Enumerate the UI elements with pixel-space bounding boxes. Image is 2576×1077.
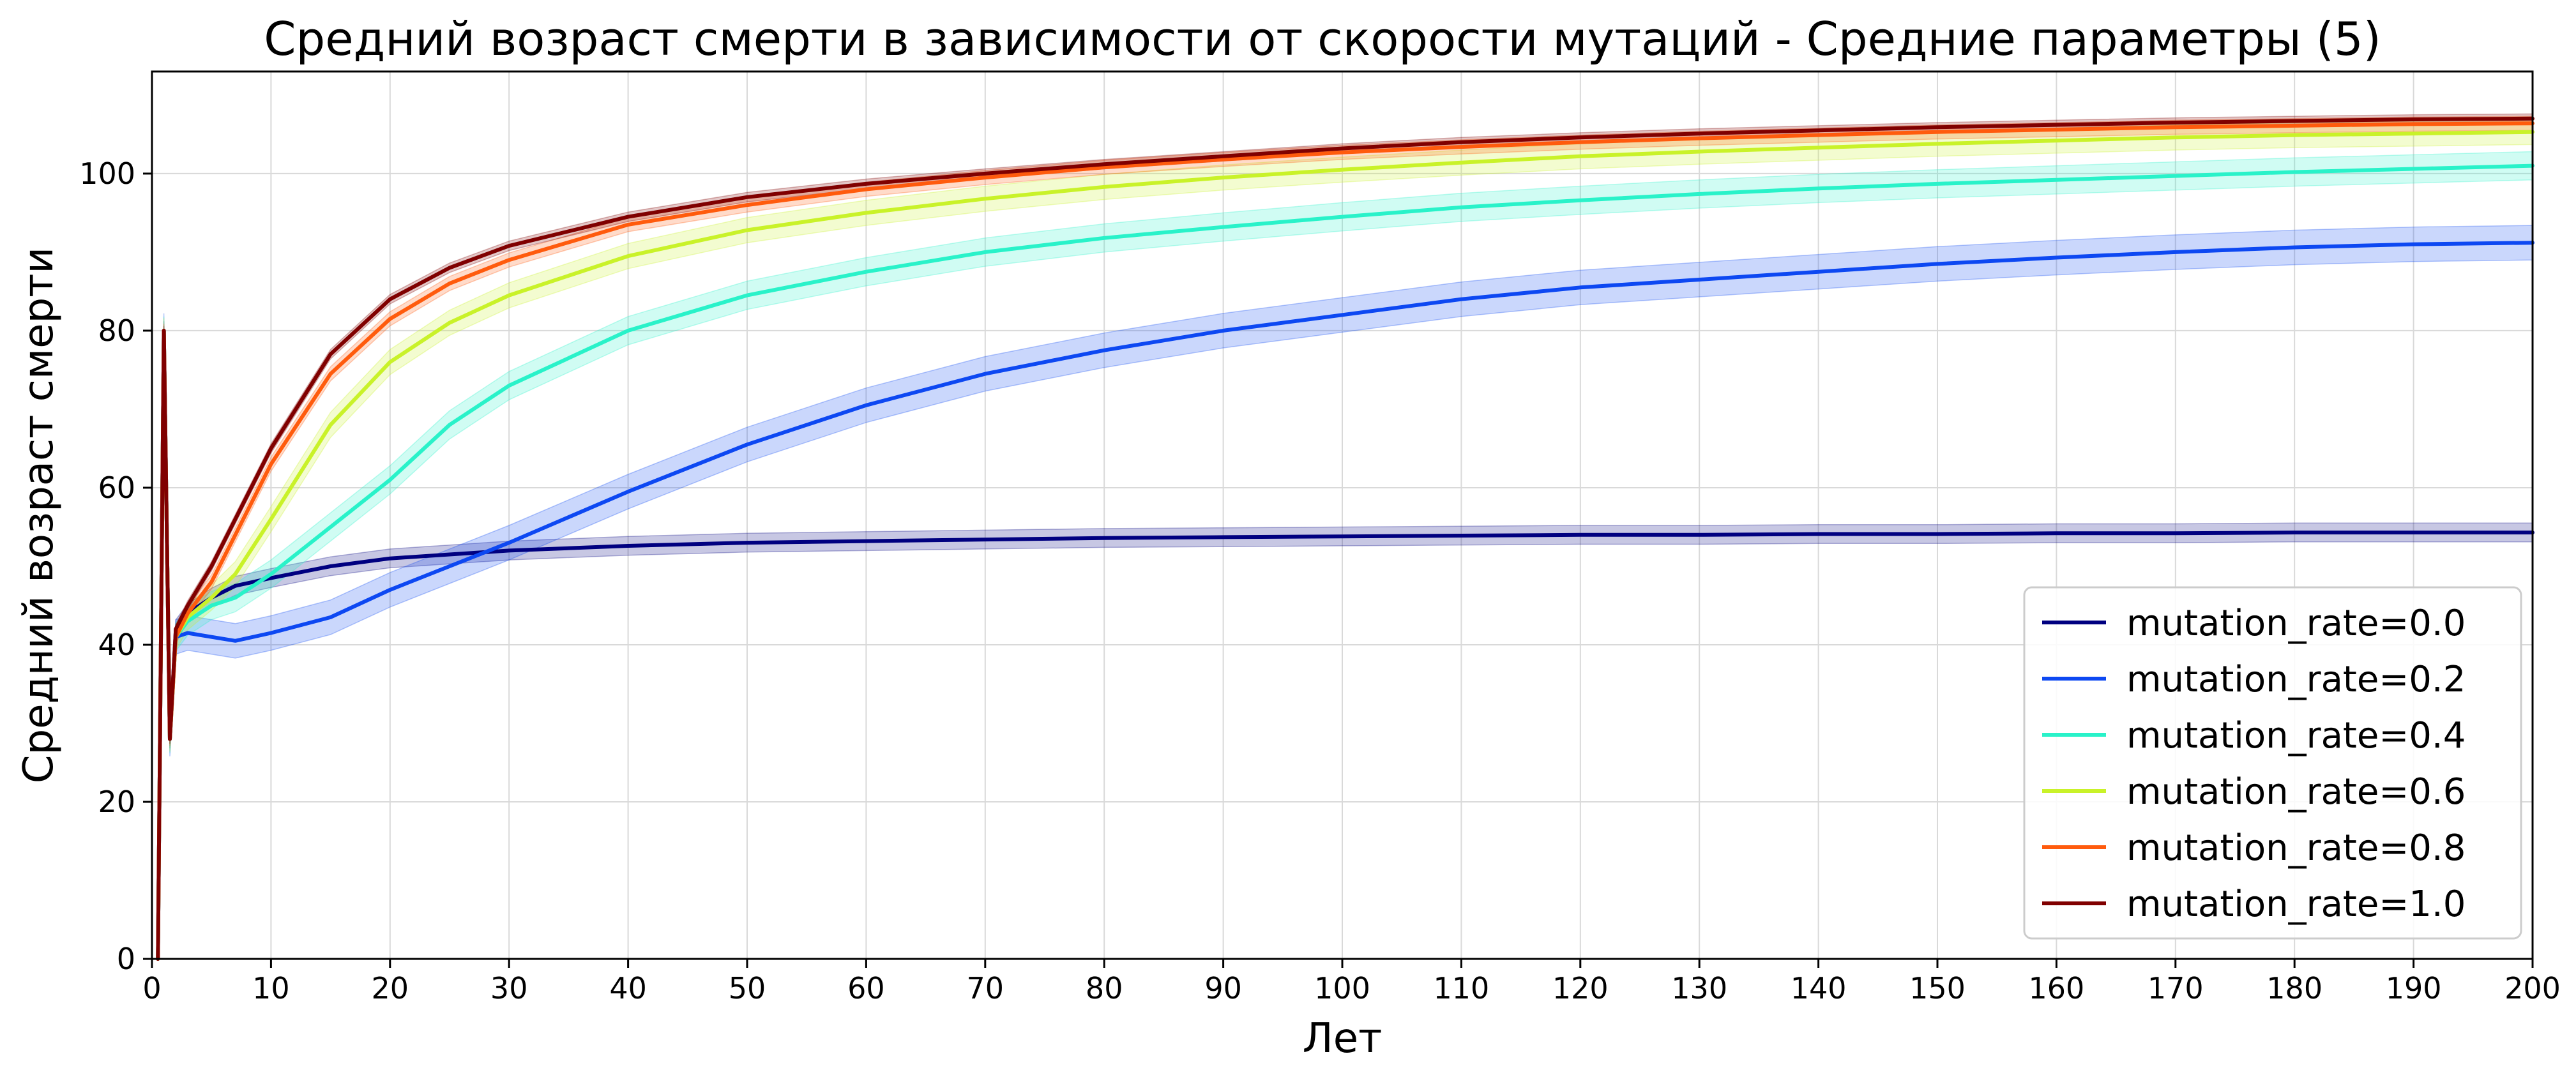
series-line bbox=[156, 121, 2534, 961]
y-tick-label: 80 bbox=[98, 313, 135, 348]
x-tick-label: 170 bbox=[2148, 971, 2204, 1005]
legend-entry: mutation_rate=0.4 bbox=[2126, 715, 2466, 757]
legend: mutation_rate=0.0 mutation_rate=0.2mutati… bbox=[2023, 586, 2522, 940]
series-line bbox=[156, 116, 2534, 961]
x-tick-label: 190 bbox=[2386, 971, 2442, 1005]
x-tick-label: 40 bbox=[609, 971, 647, 1005]
legend-entry: mutation_rate=0.0 bbox=[2126, 603, 2466, 644]
x-tick-label: 120 bbox=[1552, 971, 1609, 1005]
x-tick-label: 100 bbox=[1314, 971, 1370, 1005]
series-lines bbox=[156, 116, 2534, 961]
x-tick-label: 180 bbox=[2266, 971, 2322, 1005]
x-tick-label: 60 bbox=[847, 971, 885, 1005]
x-tick-label: 20 bbox=[372, 971, 409, 1005]
y-tick-label: 100 bbox=[79, 156, 135, 191]
y-tick-label: 60 bbox=[98, 471, 135, 505]
x-tick-label: 130 bbox=[1671, 971, 1727, 1005]
x-tick-label: 50 bbox=[729, 971, 766, 1005]
legend-entry: mutation_rate=1.0 bbox=[2126, 884, 2466, 925]
y-axis-label: Средний возраст смерти bbox=[15, 247, 63, 783]
series-line bbox=[156, 130, 2534, 961]
x-tick-label: 140 bbox=[1791, 971, 1847, 1005]
legend-entry: mutation_rate=0.8 bbox=[2126, 827, 2466, 869]
x-tick-label: 10 bbox=[252, 971, 290, 1005]
y-tick-label: 20 bbox=[98, 785, 135, 819]
legend-box bbox=[2023, 586, 2522, 940]
chart-title: Средний возраст смерти в зависимости от … bbox=[264, 12, 2381, 66]
x-tick-label: 0 bbox=[142, 971, 161, 1005]
y-axis-ticks: 0 20 40 60 80 100 bbox=[79, 156, 152, 976]
x-tick-label: 80 bbox=[1086, 971, 1123, 1005]
x-axis-ticks: 0 10 20 30 40 50 60 70 80 90 100 110 120 130 140 150 160… bbox=[142, 959, 2561, 1005]
x-tick-label: 30 bbox=[490, 971, 528, 1005]
x-tick-label: 150 bbox=[1909, 971, 1966, 1005]
x-axis-label: Лет bbox=[1303, 1015, 1383, 1062]
legend-entry: mutation_rate=0.2 bbox=[2126, 659, 2466, 700]
x-tick-label: 110 bbox=[1433, 971, 1489, 1005]
x-tick-label: 70 bbox=[967, 971, 1004, 1005]
series-line bbox=[156, 163, 2534, 961]
x-tick-label: 160 bbox=[2028, 971, 2084, 1005]
x-tick-label: 200 bbox=[2504, 971, 2561, 1005]
y-tick-label: 40 bbox=[98, 628, 135, 662]
legend-entry: mutation_rate=0.6 bbox=[2126, 771, 2466, 813]
x-tick-label: 90 bbox=[1204, 971, 1242, 1005]
y-tick-label: 0 bbox=[117, 942, 135, 976]
series-line bbox=[156, 241, 2534, 961]
